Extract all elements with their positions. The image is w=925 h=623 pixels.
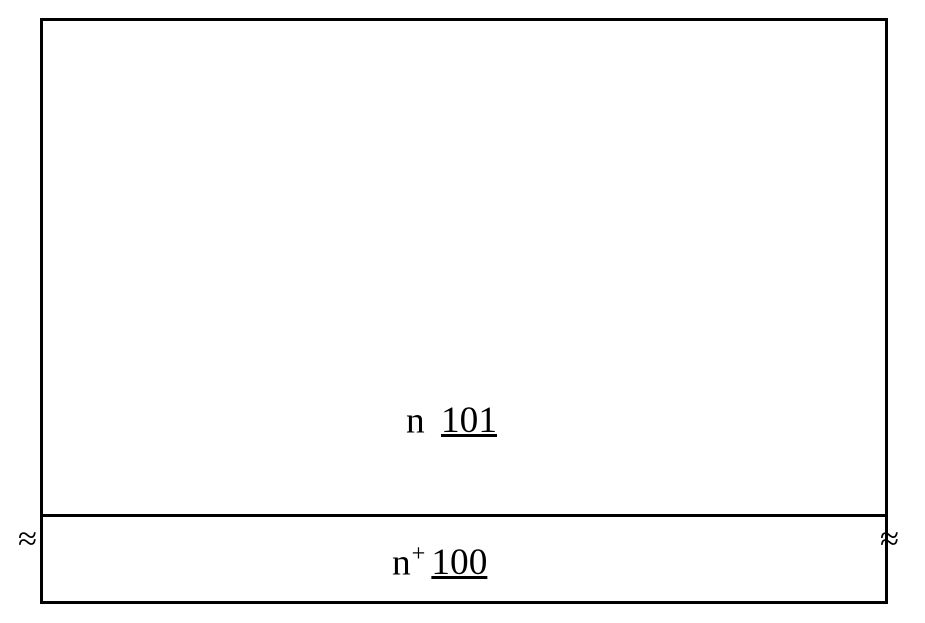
layer-divider [43,514,885,517]
lower-layer-label: n+100 [392,540,487,584]
lower-layer-superscript: + [412,540,426,567]
break-mark-glyph: ≈ [18,530,37,549]
break-mark-left: ≈ [18,530,37,549]
break-mark-glyph: ≈ [880,530,899,549]
break-mark-right: ≈ [880,530,899,549]
lower-layer-number: 100 [431,542,487,583]
upper-layer-number: 101 [441,400,497,441]
upper-layer-prefix: n [406,400,425,441]
figure-canvas: n 101 n+100 ≈ ≈ [0,0,925,623]
lower-layer-prefix: n [392,542,411,583]
upper-layer-label: n 101 [406,398,497,442]
